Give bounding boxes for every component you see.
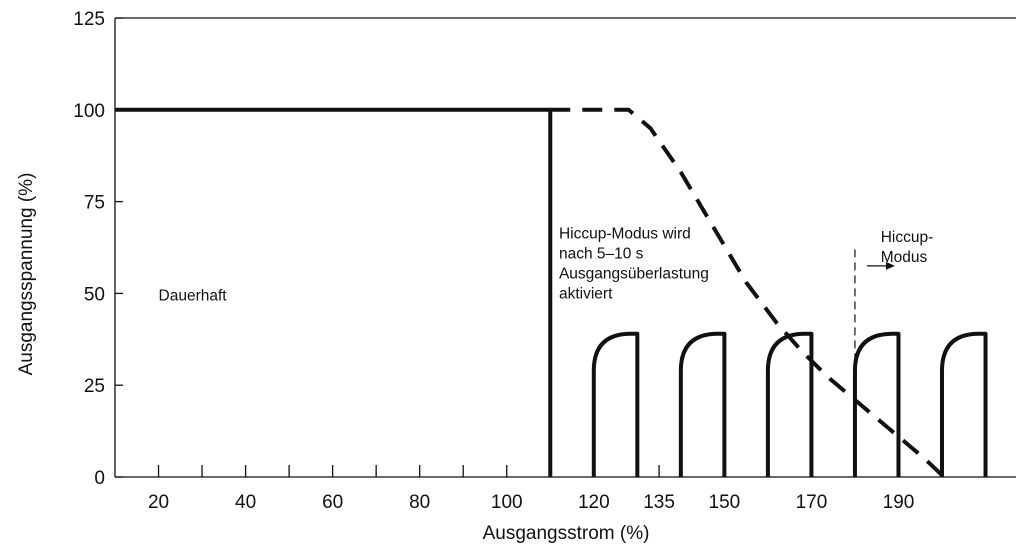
x-tick-label-3: 80 <box>409 492 430 513</box>
annotation-0-line-0: Dauerhaft <box>159 288 228 305</box>
x-tick-label-7: 150 <box>709 492 741 513</box>
x-tick-label-0: 20 <box>148 492 169 513</box>
annotation-2-line-0: Hiccup- <box>881 229 934 246</box>
x-tick-label-5: 120 <box>578 492 610 513</box>
annotation-1: Hiccup-Modus wird nach 5–10 s Ausgangsüber… <box>559 225 709 302</box>
hiccup-pulse-0 <box>591 331 640 477</box>
x-tick-label-8: 170 <box>796 492 828 513</box>
y-tick-label-5: 125 <box>73 9 105 30</box>
hiccup-pulse-2 <box>765 331 814 477</box>
x-tick-label-4: 100 <box>491 492 523 513</box>
series-line-dashed <box>550 107 944 477</box>
annotation-1-line-1: nach 5–10 s <box>559 245 644 262</box>
x-axis-title: Ausgangsstrom (%) <box>483 523 650 544</box>
annotation-2: Hiccup- Modus <box>881 229 934 266</box>
x-tick-label-6: 135 <box>643 492 675 513</box>
annotation-2-line-1: Modus <box>881 249 928 266</box>
y-tick-label-2: 50 <box>84 284 105 305</box>
annotation-1-line-0: Hiccup-Modus wird <box>559 225 691 242</box>
x-tick-label-1: 40 <box>235 492 256 513</box>
x-tick-label-2: 60 <box>322 492 343 513</box>
hiccup-pulse-4 <box>940 331 988 477</box>
chart-marks: 0 25 50 75 100 125 20 40 60 80 100 120 135 150 170 190 D… <box>73 9 1016 513</box>
x-tick-label-9: 190 <box>883 492 915 513</box>
hiccup-arrow-head <box>885 261 895 270</box>
annotation-1-line-2: Ausgangsüberlastung <box>559 265 709 282</box>
y-tick-label-4: 100 <box>73 101 105 122</box>
annotation-0: Dauerhaft <box>159 288 228 305</box>
hiccup-pulse-1 <box>678 331 727 477</box>
y-tick-label-3: 75 <box>84 193 105 214</box>
y-axis-title: Ausgangsspannung (%) <box>16 173 37 376</box>
y-tick-label-0: 0 <box>94 468 105 489</box>
annotation-1-line-3: aktiviert <box>559 285 613 302</box>
y-tick-label-1: 25 <box>84 376 105 397</box>
